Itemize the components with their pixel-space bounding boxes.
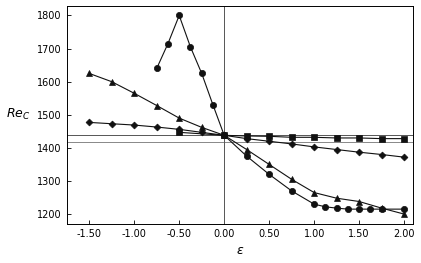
Y-axis label: $Re_C$: $Re_C$ <box>5 107 30 122</box>
X-axis label: ε: ε <box>237 244 243 257</box>
